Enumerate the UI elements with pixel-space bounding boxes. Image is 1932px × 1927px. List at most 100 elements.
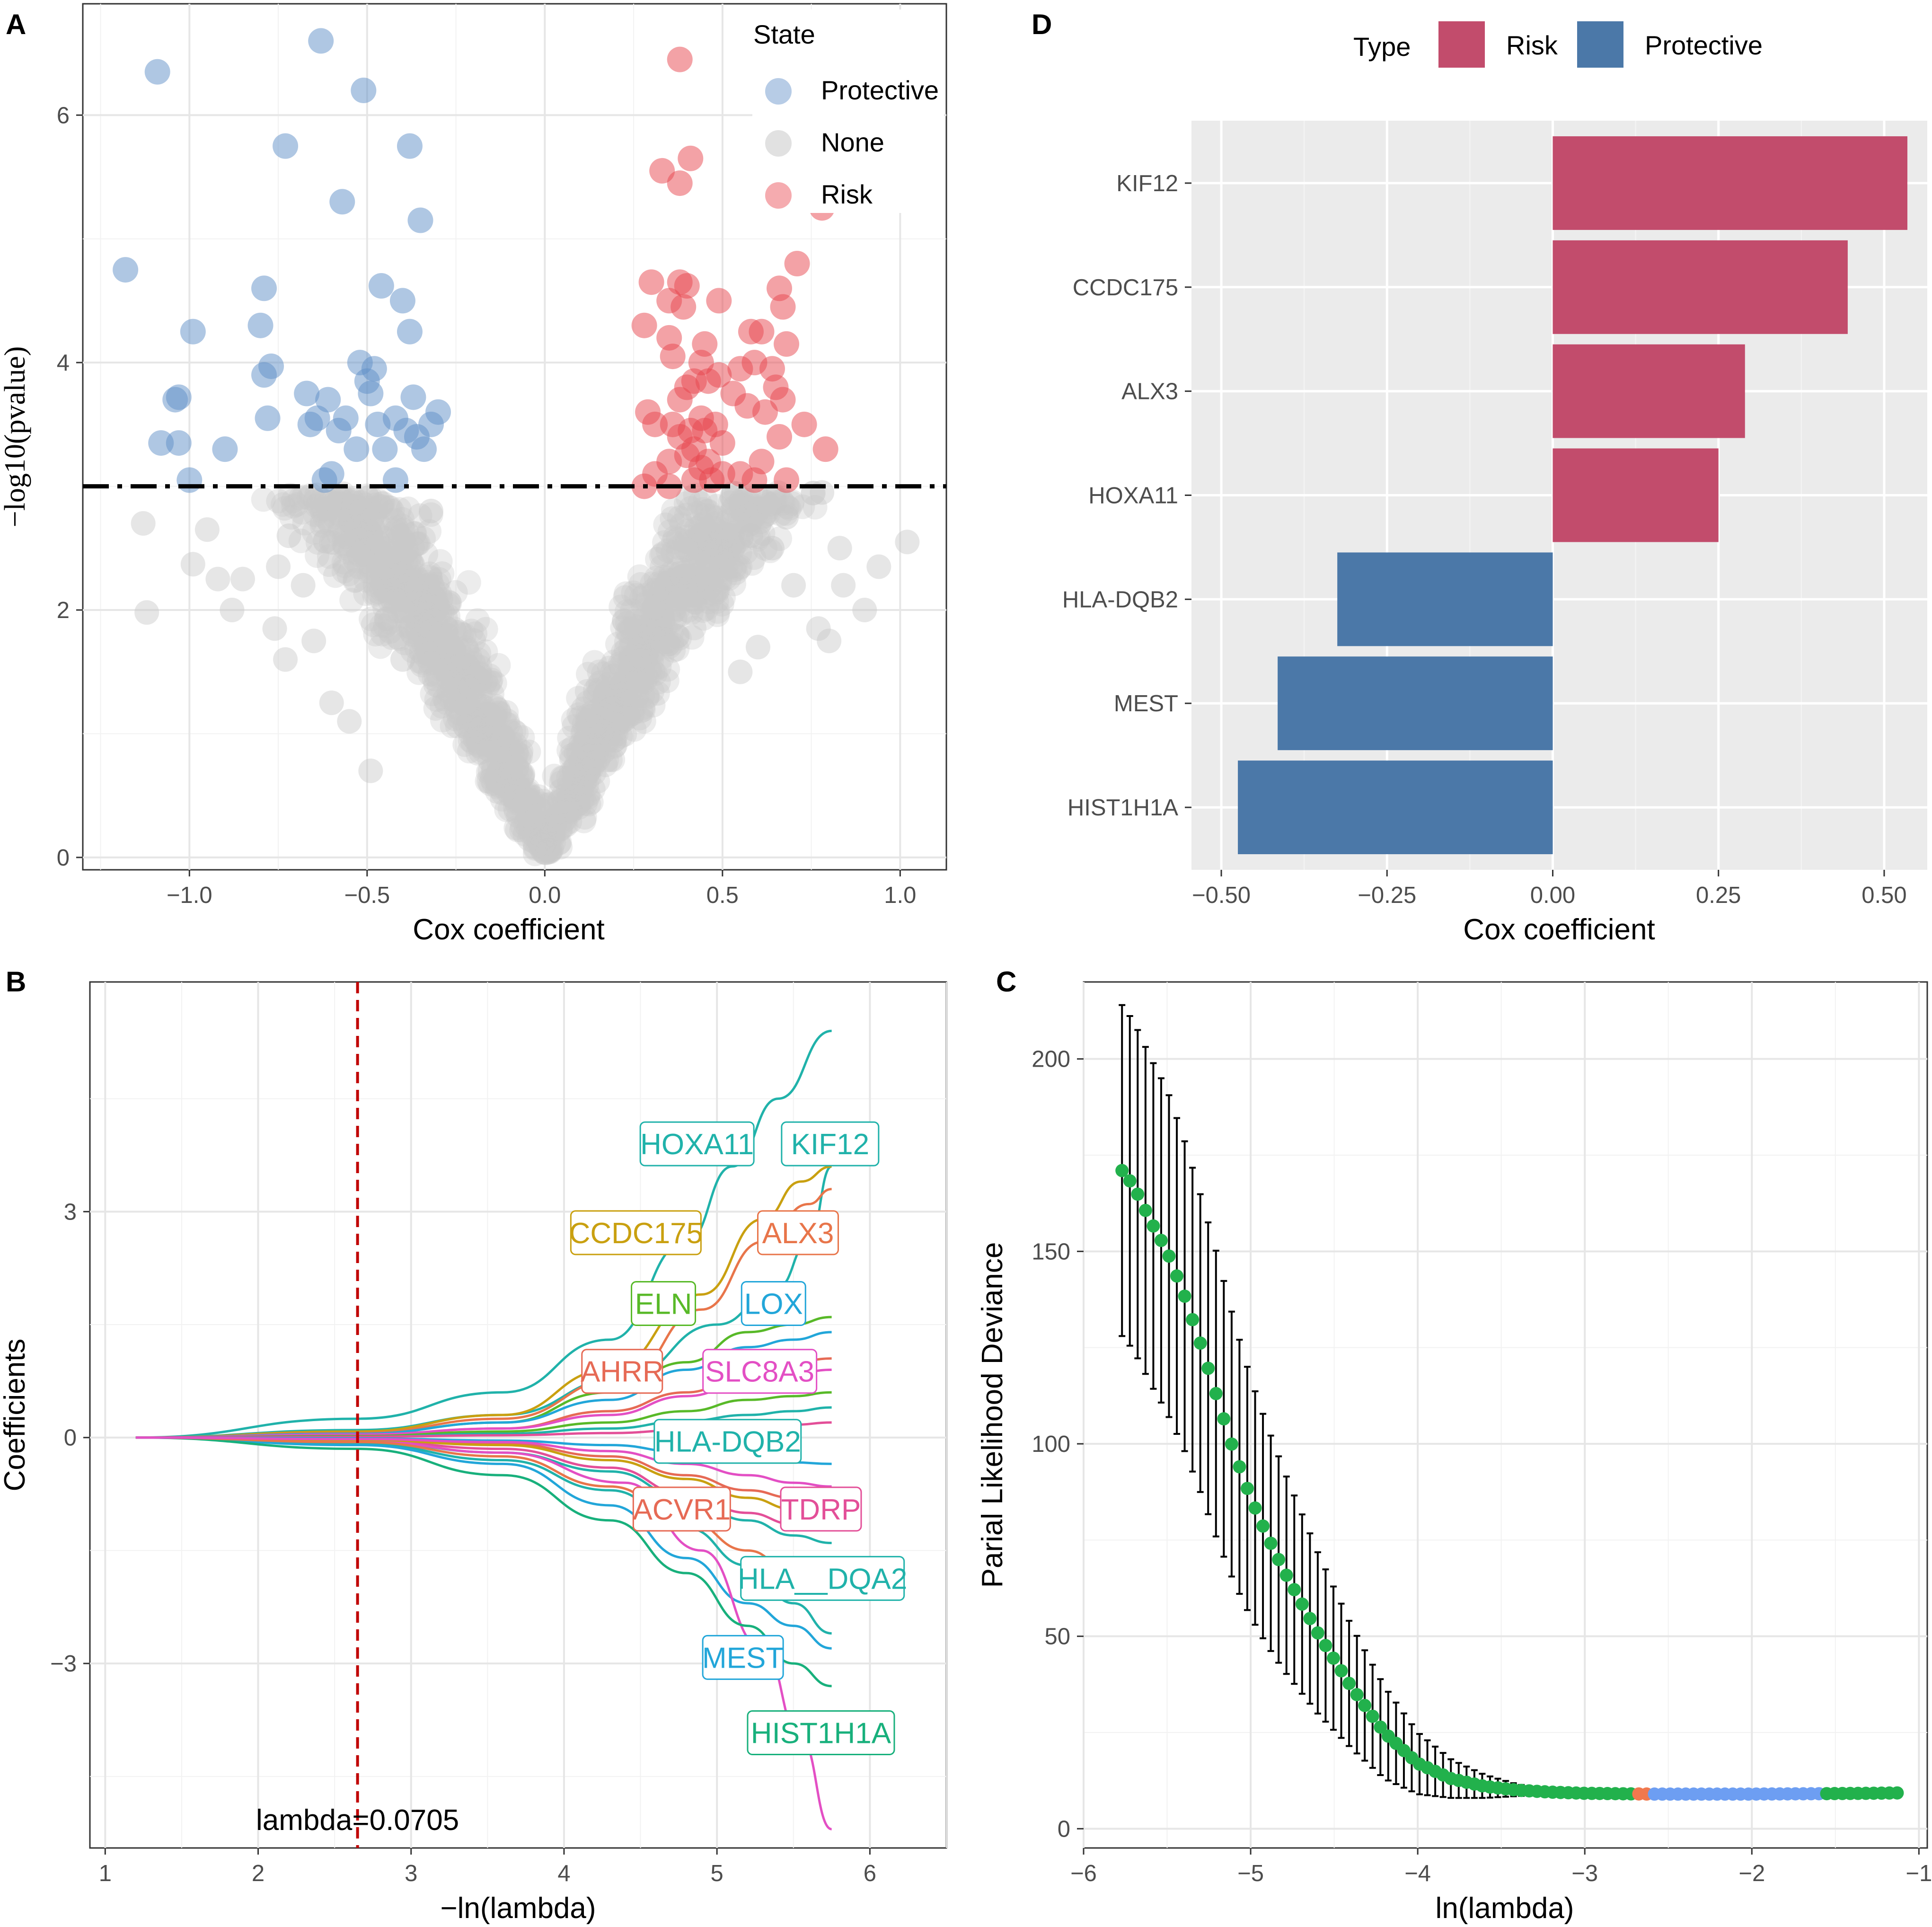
point-none [817, 628, 842, 654]
point-none [518, 792, 543, 817]
point-none [321, 530, 346, 555]
point-none [694, 499, 719, 524]
panel-a-legend: State Protective None Risk [752, 9, 944, 213]
point-none [603, 690, 628, 716]
point-none [574, 773, 600, 798]
point-none [651, 606, 676, 631]
point-risk [667, 46, 693, 72]
point-none [428, 600, 453, 625]
point-none [337, 709, 362, 734]
point-none [727, 490, 752, 515]
point-none [662, 596, 688, 621]
point-none [455, 653, 480, 678]
point-none [718, 528, 743, 553]
point-protective [176, 467, 203, 493]
point-none [636, 634, 662, 659]
point-none [393, 549, 418, 575]
point-none [475, 706, 500, 731]
point-none [506, 804, 531, 829]
point-none [486, 752, 512, 777]
point-none [569, 787, 594, 813]
cv-point [1358, 1698, 1372, 1712]
x-tick-label: −0.25 [1358, 883, 1416, 908]
point-none [317, 544, 342, 569]
panel-a-legend-protective-label: Protective [821, 75, 939, 105]
point-none [561, 707, 586, 733]
point-none [622, 657, 647, 682]
point-none [674, 503, 699, 528]
cv-point [1303, 1612, 1317, 1626]
point-none [728, 659, 753, 684]
point-none [769, 488, 794, 513]
point-none [745, 635, 770, 660]
point-none [574, 679, 600, 704]
point-none [729, 492, 754, 517]
point-none [533, 822, 558, 847]
point-none [559, 747, 584, 772]
point-none [573, 758, 598, 783]
point-none [131, 511, 156, 536]
panel-b-y-title: Coefficients [0, 1339, 31, 1492]
point-none [361, 514, 386, 539]
point-none [377, 588, 402, 613]
point-none [699, 504, 724, 529]
point-none [374, 549, 399, 575]
point-none [728, 522, 753, 547]
point-none [420, 574, 445, 599]
cv-point [1123, 1174, 1137, 1188]
point-none [458, 644, 483, 669]
point-none [455, 713, 480, 738]
gene-label-slc8a3: SLC8A3 [702, 1349, 818, 1394]
point-none [719, 554, 744, 579]
y-tick-label: −3 [50, 1651, 77, 1677]
point-none [557, 725, 582, 751]
point-none [592, 689, 617, 714]
point-none [728, 554, 753, 579]
point-none [650, 603, 675, 628]
point-none [461, 706, 486, 731]
y-tick-label: 0 [1058, 1816, 1070, 1842]
x-tick-label: 0.5 [706, 883, 739, 908]
point-none [205, 566, 230, 592]
point-none [649, 543, 674, 568]
y-tick-label: 150 [1032, 1239, 1070, 1264]
point-none [630, 592, 655, 618]
x-tick-label: 5 [711, 1861, 723, 1886]
point-none [180, 552, 205, 577]
point-none [354, 519, 379, 544]
panel-d-legend-title: Type [1353, 32, 1411, 62]
point-none [536, 828, 561, 853]
point-risk [660, 344, 686, 370]
point-none [650, 541, 675, 566]
point-none [827, 536, 852, 561]
point-none [305, 543, 330, 568]
panel-d: D Type Risk Protective KIF12 CCDC175 ALX3 H… [1032, 9, 1927, 946]
point-none [514, 809, 539, 834]
gene-label-eln: ELN [631, 1281, 697, 1326]
point-none [359, 606, 384, 631]
point-risk [812, 436, 838, 462]
point-none [551, 799, 576, 824]
point-none [444, 695, 469, 720]
point-none [685, 578, 710, 603]
point-none [556, 792, 581, 817]
point-none [389, 570, 414, 595]
point-none [391, 528, 416, 553]
panel-a-none-cloud [131, 480, 920, 866]
point-none [639, 615, 664, 640]
point-none [609, 594, 634, 619]
point-none [657, 519, 682, 544]
point-none [485, 779, 510, 804]
point-none [695, 534, 720, 559]
panel-d-x-ticks: −0.50 −0.25 0.00 0.25 0.50 [1192, 870, 1907, 908]
point-none [415, 584, 440, 610]
point-none [360, 515, 385, 540]
point-none [605, 689, 630, 714]
point-risk [699, 467, 725, 493]
point-none [465, 720, 490, 745]
point-none [418, 566, 443, 591]
point-none [432, 627, 457, 652]
point-none [573, 727, 598, 752]
x-tick-label: −0.5 [344, 883, 390, 908]
point-protective [407, 207, 433, 233]
